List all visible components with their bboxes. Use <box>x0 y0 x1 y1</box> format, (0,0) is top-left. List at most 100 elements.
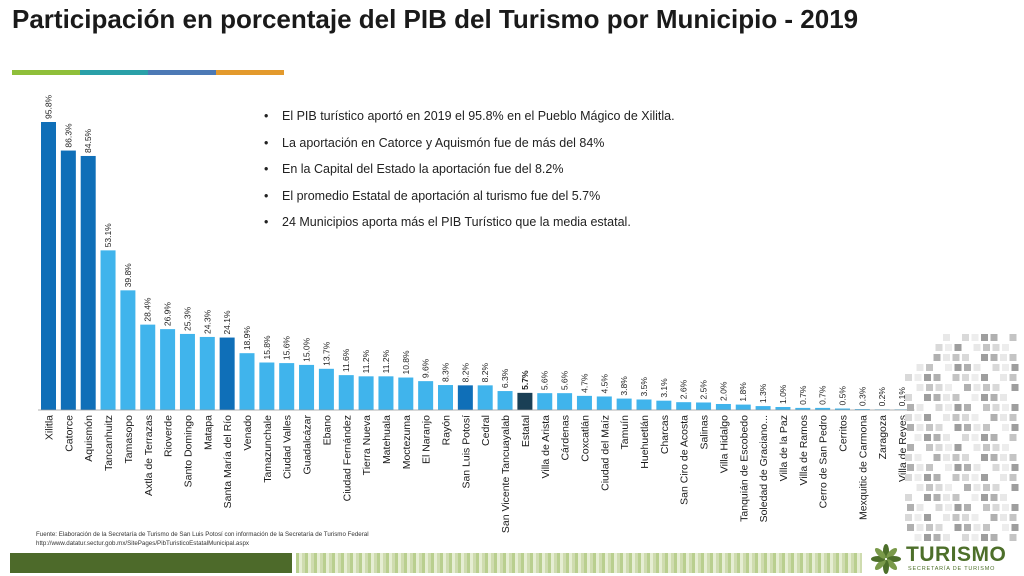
pattern-tile <box>992 504 1000 511</box>
pattern-tile <box>1011 504 1019 511</box>
pattern-tile <box>952 454 960 461</box>
pattern-tile <box>933 454 941 461</box>
pattern-tile <box>964 464 971 471</box>
bar-41 <box>854 409 870 410</box>
pattern-tile <box>992 384 1000 391</box>
pattern-tile <box>1002 344 1009 351</box>
pattern-tile <box>943 454 950 461</box>
data-label-6: 26.9% <box>163 302 173 327</box>
pattern-tile <box>973 364 981 371</box>
pattern-tile <box>981 494 988 501</box>
pattern-tile <box>981 474 988 481</box>
pattern-tile <box>924 494 931 501</box>
pattern-tile <box>945 504 952 511</box>
data-label-12: 15.6% <box>282 336 292 361</box>
pattern-tile <box>907 504 914 511</box>
category-label-36: Soledad de Graciano... <box>758 415 770 522</box>
bar-4 <box>120 290 136 410</box>
category-label-22: Cedral <box>480 415 492 446</box>
bar-11 <box>259 362 275 410</box>
pattern-tile <box>1009 414 1017 421</box>
data-label-38: 0.7% <box>798 385 808 405</box>
bar-17 <box>378 376 394 410</box>
pattern-tile <box>954 444 962 451</box>
bar-10 <box>239 353 255 410</box>
pattern-tile <box>954 404 962 411</box>
bar-23 <box>497 391 513 410</box>
category-label-8: Matapa <box>202 415 214 450</box>
pattern-tile <box>943 514 950 521</box>
pattern-tile <box>933 394 941 401</box>
pattern-tile <box>933 534 941 541</box>
bar-24 <box>517 392 533 410</box>
pattern-tile <box>964 384 971 391</box>
bar-29 <box>616 398 632 410</box>
pattern-tile <box>943 494 950 501</box>
pattern-tile <box>1009 374 1017 381</box>
data-label-25: 5.6% <box>540 370 550 390</box>
pattern-tile <box>981 394 988 401</box>
pattern-tile <box>935 484 943 491</box>
pattern-tile <box>952 374 960 381</box>
bullet-item: En la Capital del Estado la aportación f… <box>262 159 675 186</box>
logo-petal <box>874 547 886 559</box>
pattern-tile <box>971 374 979 381</box>
data-label-4: 39.8% <box>123 263 133 288</box>
title-underline <box>12 70 284 75</box>
pattern-tile <box>981 334 988 341</box>
category-label-6: Rioverde <box>163 415 175 457</box>
pattern-tile <box>935 524 943 531</box>
category-label-32: San Ciro de Acosta <box>679 415 691 505</box>
pattern-tile <box>981 354 988 361</box>
category-label-42: Zaragoza <box>877 415 889 460</box>
bullet-item: 24 Municipios aporta más el PIB Turístic… <box>262 212 675 239</box>
pattern-tile <box>1000 394 1007 401</box>
category-label-43: Villa de Reyes <box>897 415 909 482</box>
pattern-tile <box>943 434 950 441</box>
pattern-tile <box>964 504 971 511</box>
pattern-tile <box>954 364 962 371</box>
data-label-17: 11.2% <box>381 349 391 373</box>
pattern-tile <box>1011 404 1019 411</box>
pattern-tile <box>933 354 941 361</box>
pattern-tile <box>926 364 933 371</box>
logo-subtitle: SECRETARÍA DE TURISMO <box>908 566 996 572</box>
bar-18 <box>398 377 414 410</box>
turismo-logo-icon <box>871 544 901 574</box>
pattern-tile <box>971 414 979 421</box>
pattern-tile <box>962 374 969 381</box>
pattern-tile <box>914 534 922 541</box>
pattern-tile <box>990 354 998 361</box>
category-label-33: Salinas <box>699 415 711 449</box>
pattern-tile <box>981 534 988 541</box>
data-label-9: 24.1% <box>222 310 232 335</box>
pattern-tile <box>1009 334 1017 341</box>
data-label-18: 10.8% <box>401 350 411 375</box>
pattern-tile <box>907 464 914 471</box>
pattern-tile <box>935 404 943 411</box>
footer-bar-dark <box>10 553 292 573</box>
bar-20 <box>438 385 453 410</box>
pattern-tile <box>1009 514 1017 521</box>
pattern-tile <box>971 394 979 401</box>
pattern-tile <box>992 344 1000 351</box>
data-label-7: 25.3% <box>182 306 192 331</box>
pattern-tile <box>905 374 912 381</box>
pattern-tile <box>952 474 960 481</box>
pattern-tile <box>943 334 950 341</box>
data-label-8: 24.3% <box>202 309 212 334</box>
pattern-tile <box>1002 504 1009 511</box>
bar-15 <box>338 375 354 410</box>
pattern-tile <box>992 484 1000 491</box>
title-underline-green <box>12 70 80 75</box>
pattern-tile <box>990 454 998 461</box>
category-label-20: Rayón <box>441 415 453 446</box>
pattern-tile <box>914 374 922 381</box>
pattern-tile <box>981 454 988 461</box>
data-label-30: 3.5% <box>639 377 649 397</box>
bar-27 <box>576 395 592 410</box>
category-label-26: Cárdenas <box>560 415 572 461</box>
category-label-16: Tierra Nueva <box>361 415 373 475</box>
pattern-tile <box>924 514 931 521</box>
category-label-9: Santa María del Río <box>222 415 234 509</box>
